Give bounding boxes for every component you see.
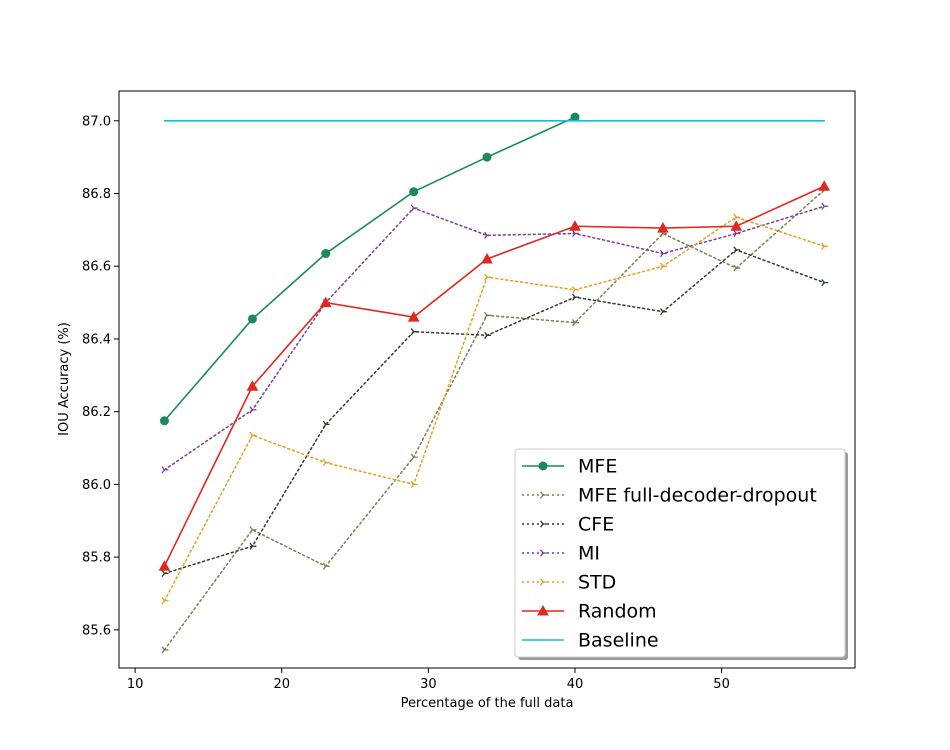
legend-entry-std: STD [522, 572, 616, 594]
point-mfe-full-decoder-dropout [249, 526, 257, 534]
y-tick-label: 85.6 [82, 623, 111, 638]
point-cfe [572, 293, 579, 301]
point-random [407, 311, 420, 322]
point-mfe-full-decoder-dropout [322, 562, 330, 570]
x-tick-label: 20 [273, 677, 290, 692]
legend-marker-mfe-full-decoder-dropout [540, 491, 547, 499]
plot-frame [118, 90, 856, 669]
x-axis: 10 20 30 40 50 [127, 668, 730, 692]
point-std [660, 262, 667, 270]
point-std [733, 213, 741, 221]
x-tick-label: 30 [420, 677, 437, 692]
legend: MFE MFE full-decoder-dropout CFE MI STD Rando… [514, 448, 848, 660]
point-random [730, 220, 743, 231]
point-mi [249, 406, 257, 414]
point-cfe [249, 542, 257, 550]
legend-marker-mfe [538, 461, 548, 471]
legend-label-mfe: MFE [578, 456, 617, 478]
x-tick-label: 50 [713, 677, 730, 692]
point-cfe [660, 308, 667, 316]
point-mfe-full-decoder-dropout [410, 453, 418, 461]
point-std [572, 286, 579, 294]
point-random [569, 220, 581, 231]
series-mfe [159, 112, 580, 426]
point-cfe [484, 331, 491, 339]
legend-marker-std [540, 578, 547, 586]
x-tick-label: 10 [127, 677, 144, 692]
y-axis: 85.6 85.8 86.0 86.2 86.4 86.6 86.8 87.0 [82, 114, 119, 638]
series-line-mi [163, 205, 825, 471]
legend-box [514, 448, 846, 658]
point-random [246, 380, 259, 391]
series-mi [161, 202, 829, 474]
point-mfe [247, 314, 257, 324]
y-tick-label: 85.8 [82, 551, 111, 566]
legend-entry-mi: MI [522, 543, 600, 565]
point-mi [821, 202, 829, 210]
point-std [410, 480, 418, 488]
point-mfe [409, 187, 419, 197]
legend-label-std: STD [578, 572, 616, 594]
point-random [818, 180, 831, 191]
point-random [158, 560, 171, 571]
point-mi [572, 229, 579, 238]
point-mfe-full-decoder-dropout [572, 319, 579, 327]
point-mfe [321, 249, 331, 259]
point-std [249, 431, 257, 439]
point-mfe-full-decoder-dropout [484, 311, 491, 319]
legend-entry-mfe-full-decoder-dropout: MFE full-decoder-dropout [522, 485, 817, 507]
point-mi [660, 249, 667, 258]
point-cfe [322, 420, 330, 428]
legend-label-baseline: Baseline [578, 630, 659, 652]
point-mfe [482, 152, 492, 162]
point-mfe [159, 416, 169, 426]
y-tick-label: 86.4 [82, 332, 111, 347]
series-cfe [161, 246, 829, 578]
series-line-mfe [163, 116, 576, 422]
y-axis-label: IOU Accuracy (%) [57, 322, 72, 436]
point-mfe [570, 112, 580, 122]
legend-label-cfe: CFE [578, 514, 614, 536]
point-std [322, 458, 330, 467]
series-layer [158, 112, 831, 654]
x-tick-label: 40 [567, 677, 584, 692]
point-cfe [821, 279, 829, 287]
series-random [158, 180, 831, 571]
legend-entry-mfe: MFE [522, 456, 617, 478]
point-mi [484, 231, 491, 239]
y-tick-label: 86.0 [82, 478, 111, 493]
legend-label-random: Random [578, 601, 657, 623]
legend-marker-cfe [540, 520, 547, 528]
point-random [481, 252, 493, 264]
y-tick-label: 86.6 [82, 260, 111, 275]
point-random [657, 222, 669, 233]
point-cfe [161, 569, 169, 578]
legend-entry-baseline: Baseline [522, 630, 659, 652]
y-tick-label: 86.2 [82, 405, 111, 420]
point-mfe-full-decoder-dropout [161, 646, 169, 654]
point-random [319, 296, 332, 308]
legend-entry-random: Random [522, 601, 657, 623]
point-mi [733, 229, 741, 238]
legend-label-mi: MI [578, 543, 600, 565]
point-std [821, 242, 829, 250]
y-tick-label: 87.0 [82, 114, 111, 129]
x-axis-label: Percentage of the full data [401, 696, 574, 711]
legend-entry-cfe: CFE [522, 514, 614, 536]
point-std [161, 597, 169, 605]
series-std [161, 213, 829, 605]
point-cfe [733, 246, 741, 254]
point-mi [410, 204, 418, 212]
y-tick-label: 86.8 [82, 187, 111, 202]
point-mi [161, 466, 169, 474]
legend-label-mfe-full-decoder-dropout: MFE full-decoder-dropout [578, 485, 817, 507]
point-cfe [410, 328, 418, 336]
legend-marker-random [537, 604, 549, 616]
legend-marker-mi [540, 549, 547, 557]
point-std [484, 273, 491, 281]
point-mfe-full-decoder-dropout [733, 264, 741, 272]
